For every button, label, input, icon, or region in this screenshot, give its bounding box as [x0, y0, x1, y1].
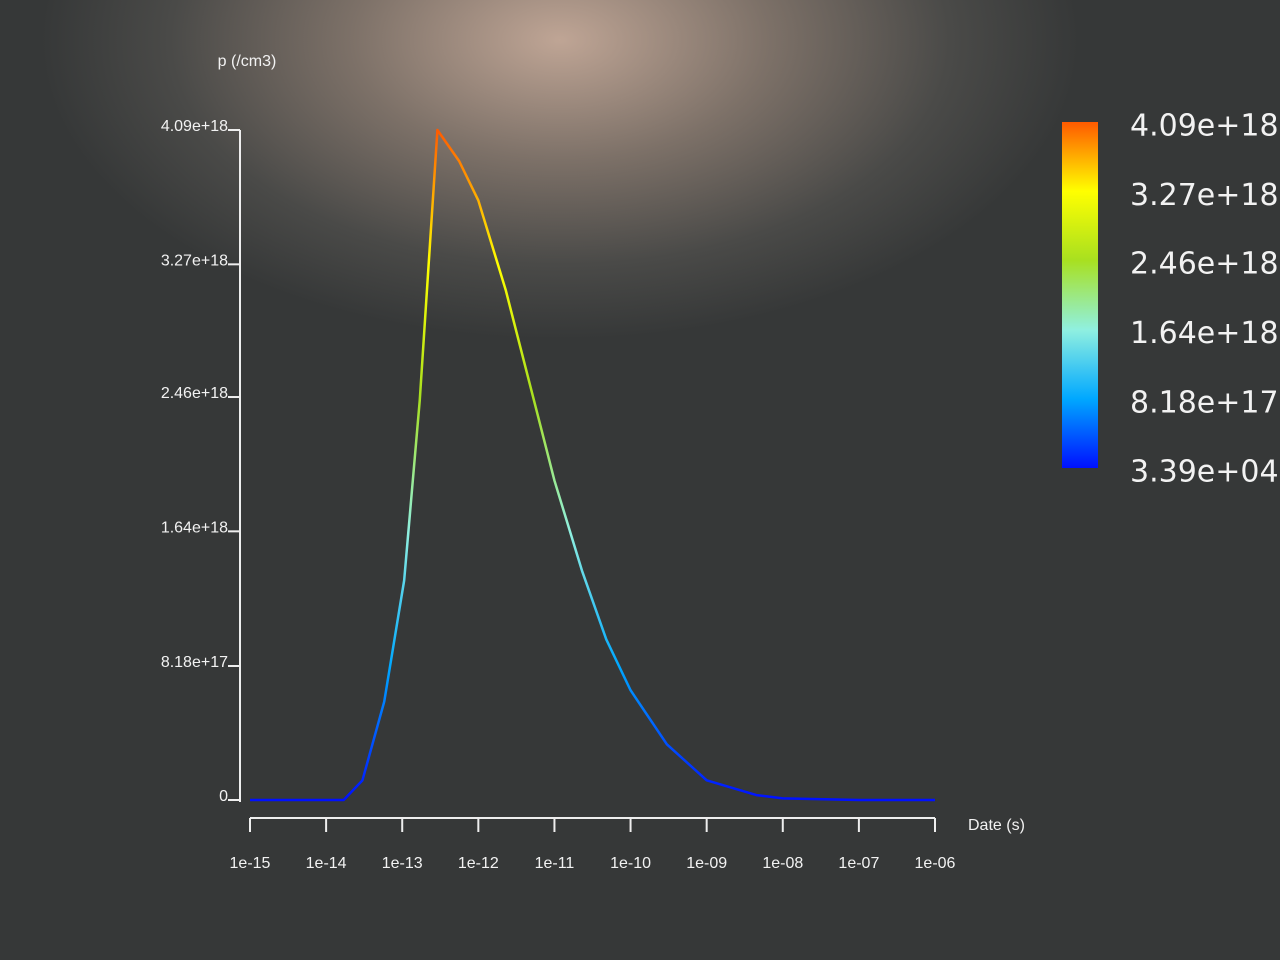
x-tick-label: 1e-07	[838, 855, 879, 872]
y-tick-label: 4.09e+18	[161, 118, 228, 135]
y-tick-label: 3.27e+18	[161, 253, 228, 270]
x-tick-label: 1e-15	[230, 855, 271, 872]
x-tick-label: 1e-13	[382, 855, 423, 872]
data-line	[250, 128, 935, 802]
y-tick-label: 2.46e+18	[161, 385, 228, 402]
y-tick-label: 8.18e+17	[161, 654, 228, 671]
colorbar-label: 3.39e+04	[1130, 455, 1279, 490]
y-axis-label: p (/cm3)	[218, 53, 277, 70]
x-tick-label: 1e-09	[686, 855, 727, 872]
y-tick-label: 0	[219, 788, 228, 805]
colorbar-label: 8.18e+17	[1130, 385, 1279, 420]
colorbar	[1062, 122, 1098, 468]
x-tick-label: 1e-12	[458, 855, 499, 872]
x-tick-label: 1e-10	[610, 855, 651, 872]
x-tick-label: 1e-14	[306, 855, 347, 872]
y-tick-label: 1.64e+18	[161, 520, 228, 537]
colorbar-label: 4.09e+18	[1130, 109, 1279, 144]
x-tick-label: 1e-08	[762, 855, 803, 872]
x-tick-label: 1e-11	[535, 855, 575, 872]
x-tick-label: 1e-06	[915, 855, 956, 872]
colorbar-label: 3.27e+18	[1130, 178, 1279, 213]
x-axis-label: Date (s)	[968, 817, 1025, 834]
colorbar-label: 2.46e+18	[1130, 246, 1279, 281]
colorbar-label: 1.64e+18	[1130, 316, 1279, 351]
